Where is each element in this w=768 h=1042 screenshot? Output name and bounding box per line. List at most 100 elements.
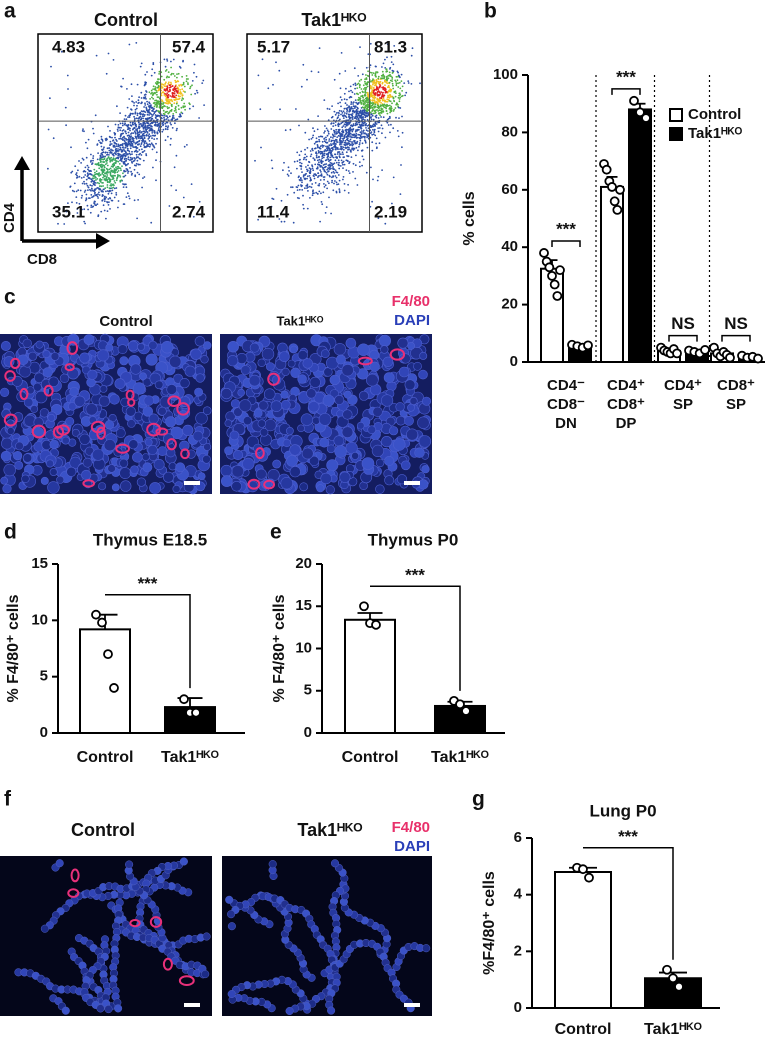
flow-event: [339, 73, 341, 75]
flow-event: [397, 86, 399, 88]
nucleus: [269, 860, 277, 868]
flow-event: [378, 113, 380, 115]
flow-event: [133, 105, 135, 107]
flow-event: [107, 152, 109, 154]
flow-event: [371, 150, 373, 152]
flow-event: [346, 109, 348, 111]
flow-event: [67, 75, 69, 77]
flow-event: [170, 61, 172, 63]
flow-event: [299, 162, 301, 164]
flow-event: [349, 110, 351, 112]
nucleus: [238, 389, 245, 396]
flow-event: [340, 106, 342, 108]
flow-event: [157, 78, 159, 80]
flow-event: [154, 72, 156, 74]
flow-event: [311, 164, 313, 166]
flow-event: [140, 123, 142, 125]
flow-event: [156, 81, 158, 83]
flow-event: [101, 168, 103, 170]
flow-event: [353, 101, 355, 103]
flow-event: [320, 151, 322, 153]
nucleus: [133, 383, 145, 395]
flow-event: [121, 151, 123, 153]
flow-event: [162, 103, 164, 105]
flow-event: [111, 200, 113, 202]
flow-event: [169, 95, 171, 97]
nucleus: [381, 436, 392, 447]
flow-event: [175, 88, 177, 90]
flow-event: [301, 189, 303, 191]
flow-event: [375, 73, 377, 75]
flow-event: [103, 204, 105, 206]
flow-event: [290, 186, 292, 188]
nucleus: [99, 396, 110, 407]
flow-event: [100, 165, 102, 167]
flow-event: [366, 83, 368, 85]
flow-event: [172, 89, 174, 91]
flow-event: [307, 170, 309, 172]
flow-event: [164, 123, 166, 125]
flow-event: [180, 112, 182, 114]
flow-event: [87, 147, 89, 149]
flow-event: [95, 114, 97, 116]
flow-event: [130, 124, 132, 126]
flow-event: [130, 122, 132, 124]
nucleus: [422, 944, 430, 952]
flow-event: [86, 157, 88, 159]
flow-event: [78, 160, 80, 162]
flow-event: [174, 80, 176, 82]
flow-event: [337, 151, 339, 153]
nucleus: [150, 482, 161, 493]
flow-event: [119, 180, 121, 182]
flow-event: [356, 137, 358, 139]
flow-event: [167, 83, 169, 85]
flow-event: [315, 151, 317, 153]
flow-event: [137, 114, 139, 116]
flow-event: [137, 113, 139, 115]
nucleus: [265, 419, 277, 431]
flow-event: [389, 68, 391, 70]
flow-event: [141, 187, 143, 189]
y-axis-label: % cells: [461, 191, 478, 245]
flow-event: [312, 127, 314, 129]
flow-event: [124, 118, 126, 120]
flow-event: [372, 129, 374, 131]
flow-event: [179, 66, 181, 68]
flow-event: [371, 134, 373, 136]
flow-event: [288, 166, 290, 168]
flow-event: [385, 105, 387, 107]
flow-event: [318, 156, 320, 158]
flow-event: [346, 122, 348, 124]
nucleus: [1, 477, 8, 484]
flow-event: [116, 145, 118, 147]
flow-event: [158, 73, 160, 75]
flow-event: [324, 153, 326, 155]
flow-event: [151, 75, 153, 77]
nucleus: [128, 341, 138, 351]
micrograph: [220, 334, 432, 494]
flow-event: [331, 105, 333, 107]
nucleus: [7, 427, 14, 434]
flow-event: [116, 171, 118, 173]
flow-event: [152, 144, 154, 146]
image-title: Control: [99, 313, 152, 330]
x-tick-label: SP: [726, 396, 746, 413]
flow-event: [128, 128, 130, 130]
flow-event: [354, 140, 356, 142]
flow-event: [170, 99, 172, 101]
flow-event: [70, 146, 72, 148]
flow-event: [94, 184, 96, 186]
flow-event: [380, 116, 382, 118]
nucleus: [137, 343, 144, 350]
flow-event: [152, 98, 154, 100]
flow-event: [297, 189, 299, 191]
flow-event: [95, 182, 97, 184]
flow-event: [156, 100, 158, 102]
flow-event: [101, 185, 103, 187]
flow-event: [155, 117, 157, 119]
nucleus: [281, 400, 290, 409]
flow-event: [126, 118, 128, 120]
flow-event: [102, 194, 104, 196]
flow-event: [139, 112, 141, 114]
flow-event: [181, 99, 183, 101]
